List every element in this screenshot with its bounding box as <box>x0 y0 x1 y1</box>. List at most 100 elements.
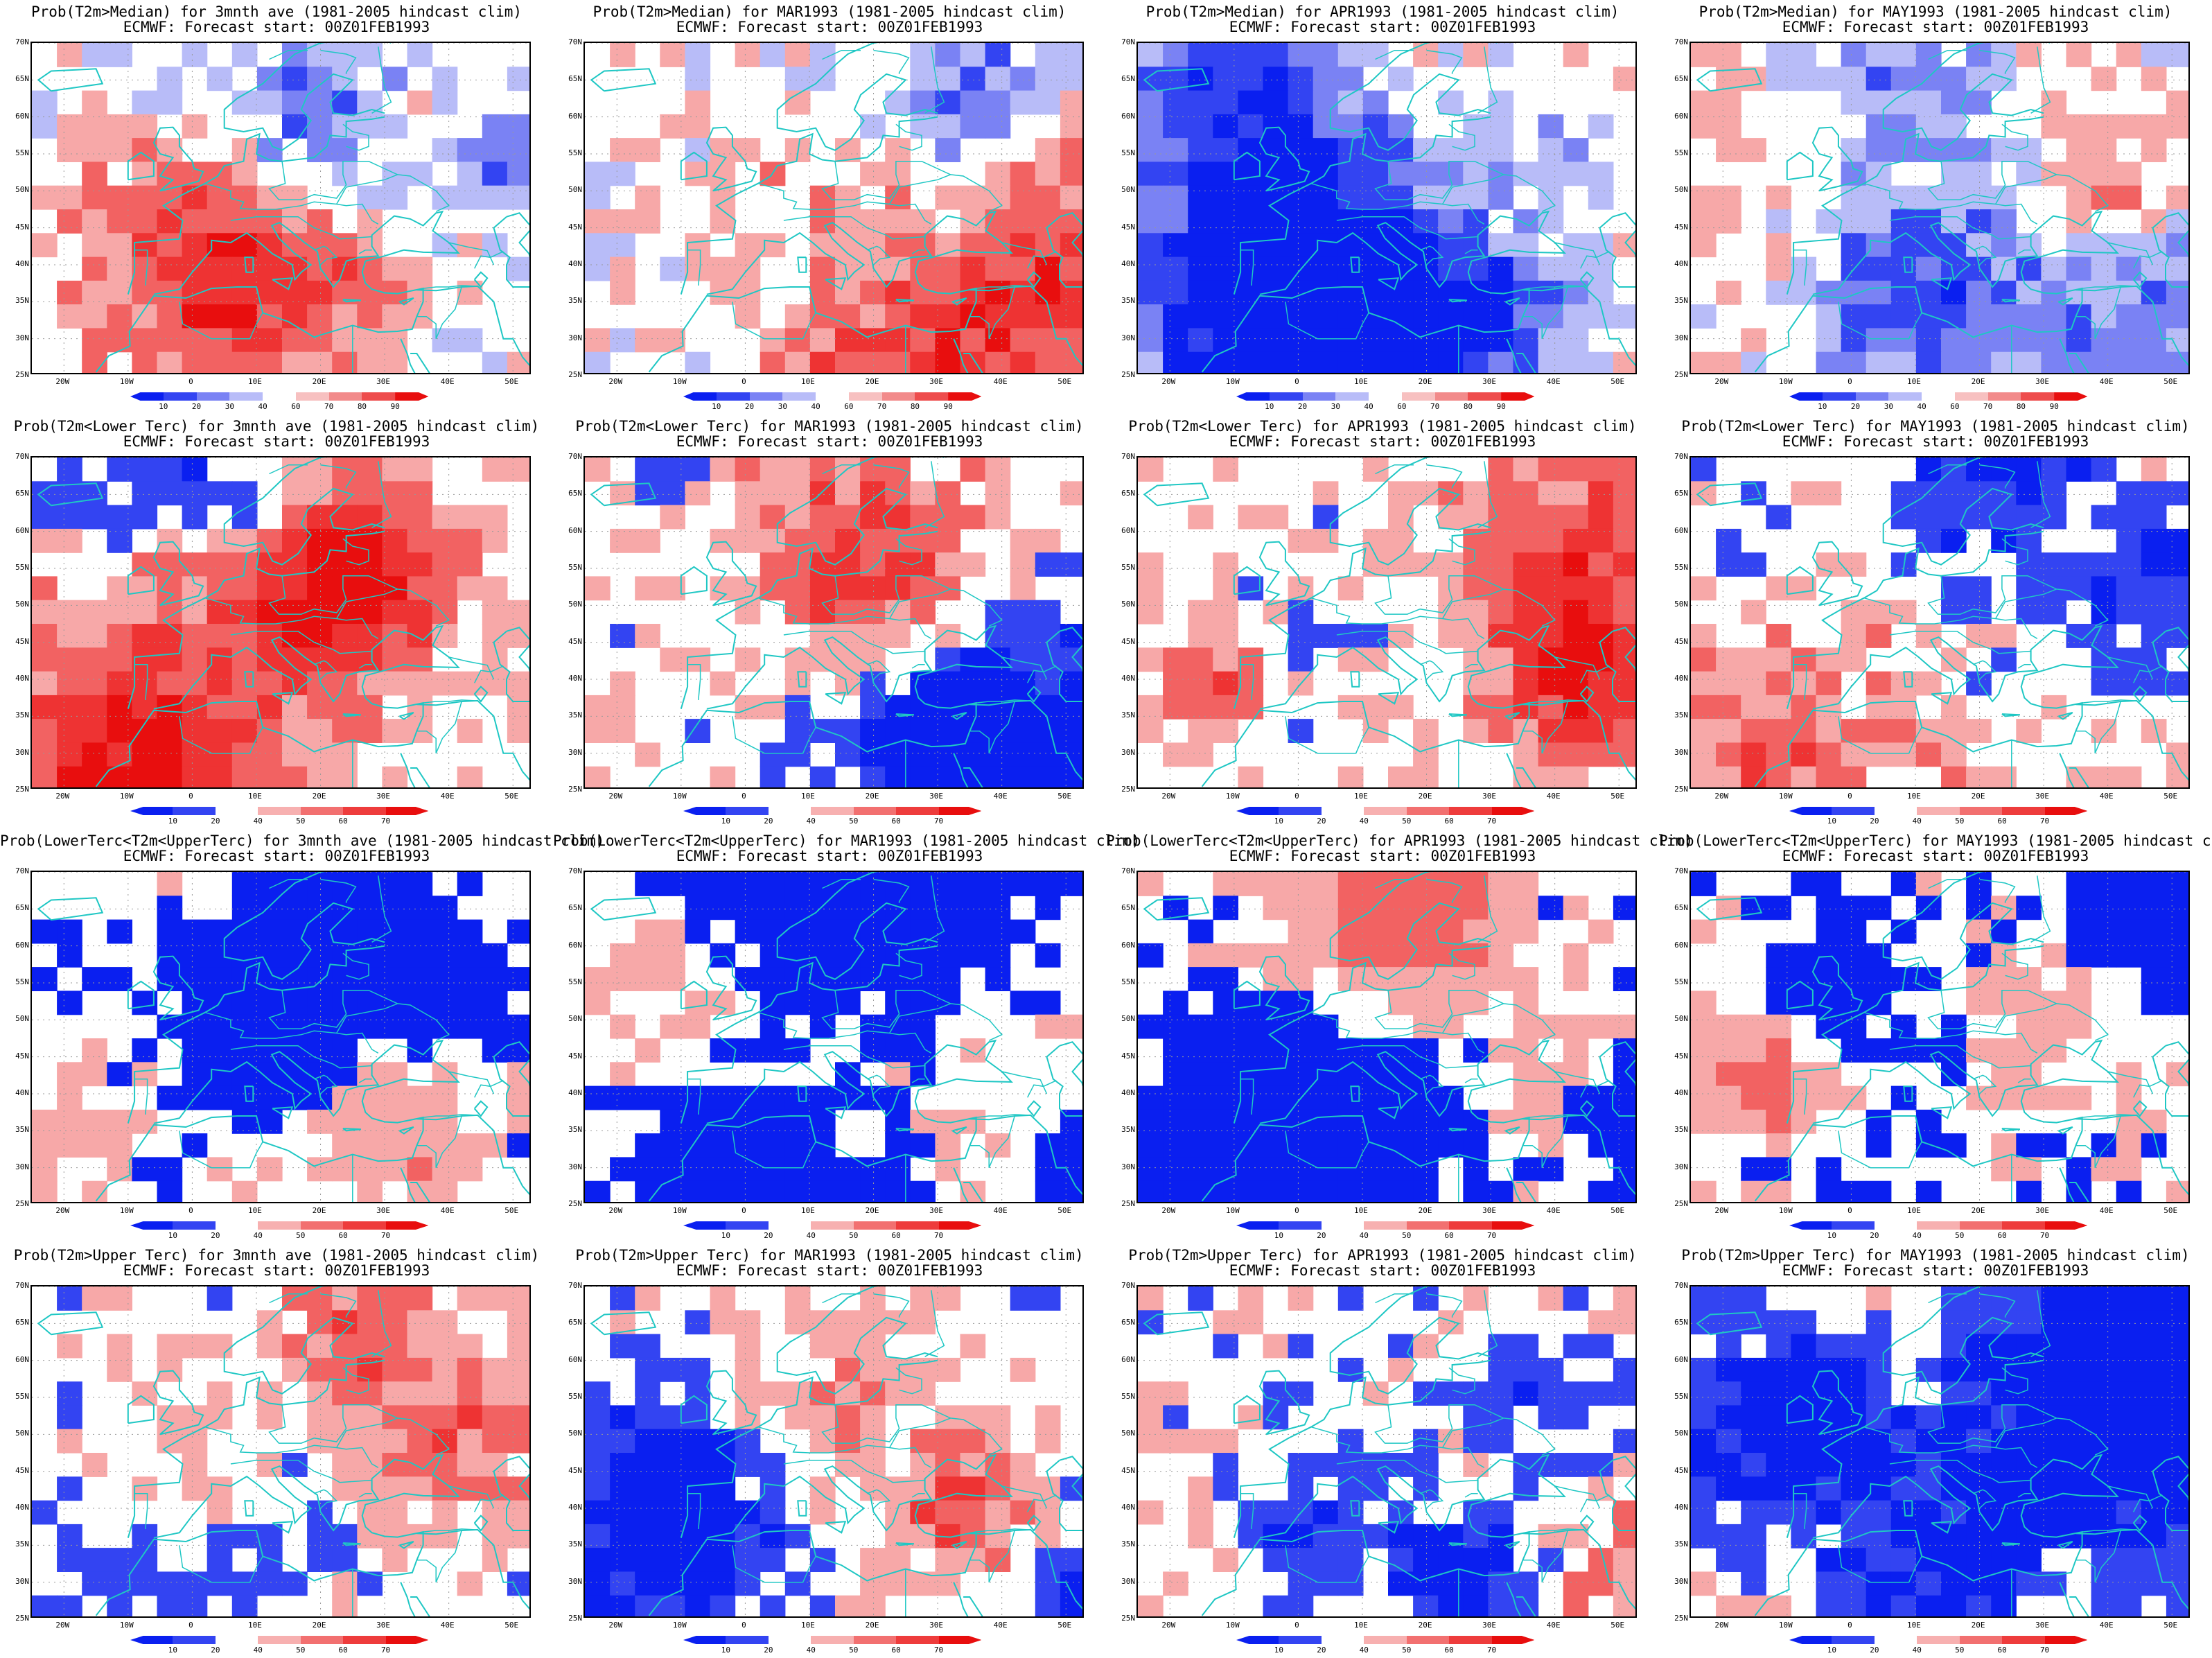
colorbar-segment <box>1369 392 1403 401</box>
lon-tick-label: 10W <box>119 1206 134 1215</box>
probability-cell <box>231 1014 258 1039</box>
probability-cell <box>1213 43 1238 67</box>
probability-cell <box>1488 528 1514 553</box>
lon-tick-label: 30E <box>929 1206 944 1215</box>
probability-cell <box>256 766 283 787</box>
probability-cell <box>960 1334 986 1359</box>
lat-tick-label: 50N <box>1121 1429 1135 1438</box>
probability-cell <box>57 600 82 625</box>
country-border <box>1580 1080 1610 1098</box>
probability-cell <box>1716 742 1741 767</box>
colorbar-label: 20 <box>1317 817 1326 826</box>
lon-tick-label: 0 <box>188 377 193 386</box>
probability-cell <box>82 1453 107 1477</box>
probability-cell <box>1288 90 1314 115</box>
probability-cell <box>935 872 961 896</box>
probability-cell <box>2116 185 2142 210</box>
probability-cell <box>282 600 308 625</box>
probability-cell <box>1438 351 1464 373</box>
probability-cell <box>1613 505 1635 530</box>
probability-cell <box>1691 1038 1717 1063</box>
probability-cell <box>182 328 208 353</box>
country-border <box>1928 49 1967 60</box>
probability-cell <box>2066 1405 2092 1430</box>
probability-cell <box>1163 695 1188 719</box>
probability-cell <box>1238 1062 1264 1087</box>
probability-cell <box>357 185 383 210</box>
probability-cell <box>32 719 58 743</box>
lat-tick-label: 50N <box>1674 600 1688 609</box>
probability-cell <box>82 1548 107 1572</box>
probability-cell <box>1766 719 1791 743</box>
probability-cell <box>735 233 761 258</box>
coastline <box>963 1596 983 1616</box>
probability-cell <box>1438 1133 1464 1158</box>
probability-cell <box>207 1500 233 1525</box>
probability-cell <box>231 943 258 968</box>
probability-cell <box>507 1429 529 1454</box>
probability-cell <box>1890 1429 1917 1454</box>
probability-cell <box>482 1381 508 1406</box>
probability-cell <box>960 233 986 258</box>
probability-cell <box>1613 1286 1635 1311</box>
coastline <box>2001 1128 2020 1132</box>
probability-cell <box>1613 1157 1635 1182</box>
probability-cell <box>1716 1453 1741 1477</box>
probability-cell <box>1538 600 1564 625</box>
probability-cell <box>1816 1085 1842 1110</box>
probability-cell <box>1288 528 1314 553</box>
probability-cell <box>1035 1571 1061 1596</box>
probability-cell <box>1238 233 1264 258</box>
probability-cell <box>507 457 529 482</box>
probability-cell <box>809 1334 836 1359</box>
probability-cell <box>207 695 233 719</box>
country-border <box>342 1367 369 1395</box>
probability-cell <box>1816 742 1842 767</box>
probability-cell <box>282 328 308 353</box>
probability-cell <box>1238 505 1264 530</box>
probability-cell <box>2041 1357 2067 1382</box>
probability-cell <box>132 600 158 625</box>
probability-cell <box>835 1157 861 1182</box>
probability-cell <box>282 1571 308 1596</box>
probability-cell <box>2091 1334 2117 1359</box>
country-border <box>2075 286 2121 339</box>
panel-subtitle: ECMWF: Forecast start: 00Z01FEB1993 <box>676 848 983 864</box>
probability-cell <box>760 1453 786 1477</box>
probability-cell <box>860 528 886 553</box>
probability-cell <box>960 1524 986 1548</box>
probability-cell <box>635 943 660 968</box>
probability-cell <box>2166 1548 2188 1572</box>
colorbar-segment <box>1468 392 1502 401</box>
probability-cell <box>432 1334 458 1359</box>
probability-cell <box>1463 695 1489 719</box>
colorbar-label: 60 <box>1444 1231 1454 1240</box>
lat-tick-label: 60N <box>15 1354 29 1364</box>
probability-cell <box>784 991 811 1015</box>
lon-tick-label: 20W <box>1161 377 1176 386</box>
probability-cell <box>1238 695 1264 719</box>
probability-cell <box>610 1595 635 1616</box>
probability-cell <box>1288 1548 1314 1572</box>
probability-cell <box>1438 943 1464 968</box>
probability-cell <box>1213 1133 1238 1158</box>
probability-cell <box>1313 1157 1339 1182</box>
colorbar-segment <box>1917 807 1960 815</box>
probability-cell <box>1488 1334 1514 1359</box>
probability-cell <box>2091 1476 2117 1501</box>
probability-cell <box>635 1524 660 1548</box>
probability-cell <box>432 576 458 601</box>
colorbar-segment <box>173 1221 216 1230</box>
probability-cell <box>809 943 836 968</box>
probability-cell <box>910 552 936 577</box>
probability-cell <box>207 1524 233 1548</box>
probability-cell <box>207 256 233 281</box>
map-svg <box>585 1286 1082 1616</box>
probability-cell <box>985 695 1011 719</box>
probability-cell <box>610 943 635 968</box>
probability-cell <box>1288 647 1314 672</box>
probability-cell <box>2166 1381 2188 1406</box>
probability-cell <box>610 1286 635 1311</box>
probability-cell <box>507 671 529 696</box>
probability-cell <box>231 43 258 67</box>
